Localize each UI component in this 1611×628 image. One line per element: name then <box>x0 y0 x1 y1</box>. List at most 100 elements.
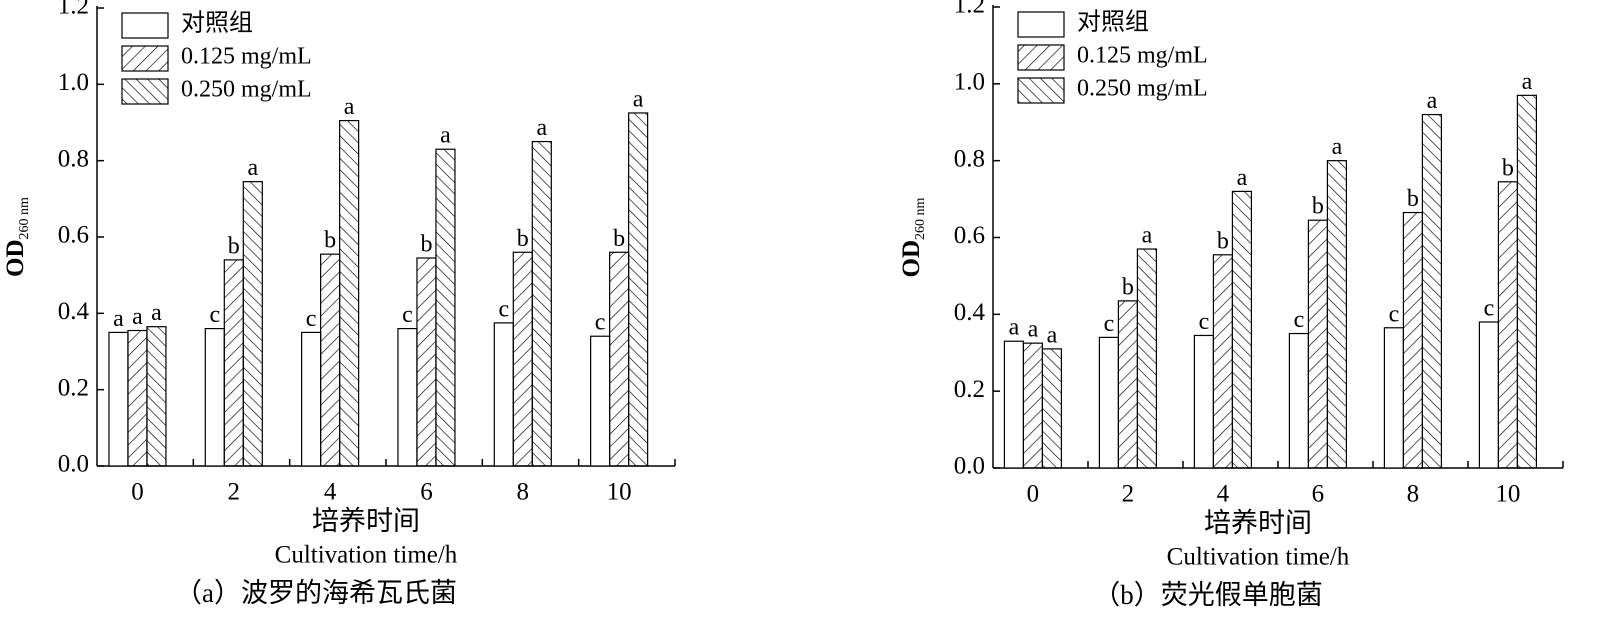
significance-letter: b <box>1122 274 1134 300</box>
significance-letter: c <box>1104 311 1115 337</box>
bar <box>204 328 225 467</box>
y-tick-label: 1.0 <box>954 69 985 96</box>
y-tick-label: 0.4 <box>954 299 986 326</box>
significance-letter: a <box>247 155 258 181</box>
y-axis-label-sub: 260 nm <box>17 197 32 240</box>
significance-letter: a <box>344 94 355 120</box>
significance-letter: a <box>633 86 644 112</box>
significance-letter: a <box>132 304 143 330</box>
bar <box>628 112 649 467</box>
bar <box>590 335 611 467</box>
bar <box>416 257 437 467</box>
bar <box>146 326 167 467</box>
caption: （a）波罗的海希瓦氏菌 <box>175 578 457 608</box>
significance-letter: a <box>1047 322 1058 348</box>
significance-letter: b <box>613 226 625 252</box>
bar <box>320 253 341 467</box>
y-tick-label: 0.2 <box>58 374 89 401</box>
x-tick-label: 10 <box>1495 481 1520 508</box>
bar <box>435 148 456 467</box>
bar <box>1307 219 1329 469</box>
x-tick-label: 4 <box>324 479 337 506</box>
x-tick-label: 6 <box>420 479 433 506</box>
significance-letter: c <box>1484 296 1495 322</box>
bar <box>1478 321 1500 469</box>
significance-letter: c <box>1294 307 1305 333</box>
significance-letter: a <box>1237 165 1248 191</box>
caption: （b）荧光假单胞菌 <box>1093 580 1323 610</box>
significance-letter: a <box>1427 88 1438 114</box>
x-tick-label: 10 <box>607 479 632 506</box>
x-tick-label: 2 <box>1122 481 1135 508</box>
y-tick-label: 0.0 <box>58 451 89 478</box>
significance-letter: c <box>1389 301 1400 327</box>
significance-letter: c <box>498 296 509 322</box>
legend-label: 0.250 mg/mL <box>1077 76 1208 102</box>
bar <box>1041 348 1063 469</box>
bar <box>1003 340 1025 469</box>
legend-label: 0.125 mg/mL <box>181 44 312 70</box>
x-tick-label: 0 <box>1027 481 1040 508</box>
bar <box>1516 94 1538 469</box>
bar <box>127 329 148 467</box>
y-axis-label: OD260 nm <box>2 197 32 277</box>
y-tick-label: 0.0 <box>954 453 985 480</box>
significance-letter: b <box>228 233 240 259</box>
bar <box>531 140 552 467</box>
bar <box>223 259 244 467</box>
bar <box>1212 254 1234 469</box>
bar <box>1402 211 1424 469</box>
y-axis-label-main: OD <box>898 240 925 278</box>
x-axis-label-en: Cultivation time/h <box>1167 544 1350 571</box>
legend-swatch <box>121 45 169 72</box>
legend-swatch <box>121 78 169 105</box>
x-axis-label: 培养时间 <box>1204 508 1312 538</box>
x-tick-label: 2 <box>228 479 241 506</box>
bar <box>108 331 129 467</box>
bar <box>609 251 630 467</box>
significance-letter: c <box>402 302 413 328</box>
bar <box>1022 342 1044 469</box>
bar <box>1421 113 1443 469</box>
significance-letter: a <box>1009 315 1020 341</box>
significance-letter: b <box>1217 228 1229 254</box>
bar <box>301 331 322 467</box>
significance-letter: b <box>420 231 432 257</box>
bar <box>1098 336 1120 469</box>
bar <box>242 181 263 467</box>
bar <box>1136 248 1158 469</box>
y-axis-label-sub: 260 nm <box>913 197 928 240</box>
y-axis-label-main: OD <box>2 239 29 277</box>
x-tick-label: 4 <box>1217 481 1230 508</box>
y-axis-label: OD260 nm <box>898 197 928 277</box>
bar <box>339 119 360 467</box>
x-tick-label: 6 <box>1312 481 1325 508</box>
significance-letter: a <box>1522 69 1533 95</box>
significance-letter: c <box>595 310 606 336</box>
bar <box>512 251 533 467</box>
y-tick-label: 0.2 <box>954 376 985 403</box>
x-axis-label: 培养时间 <box>312 506 420 536</box>
y-tick-label: 0.6 <box>954 222 985 249</box>
x-axis-label-en: Cultivation time/h <box>275 542 458 569</box>
significance-letter: a <box>1028 317 1039 343</box>
significance-letter: a <box>1142 223 1153 249</box>
y-tick-label: 1.2 <box>954 0 985 19</box>
x-tick-label: 8 <box>1407 481 1420 508</box>
y-tick-label: 0.8 <box>58 145 89 172</box>
significance-letter: a <box>440 123 451 149</box>
legend-label: 0.125 mg/mL <box>1077 43 1208 69</box>
significance-letter: a <box>1332 134 1343 160</box>
significance-letter: a <box>113 306 124 332</box>
x-tick-label: 8 <box>517 479 530 506</box>
bar <box>1193 334 1215 469</box>
legend-swatch <box>1017 77 1065 104</box>
bar <box>1497 181 1519 469</box>
y-tick-label: 1.2 <box>58 0 89 20</box>
y-tick-label: 0.8 <box>954 145 985 172</box>
bar <box>1288 332 1310 469</box>
significance-letter: a <box>536 115 547 141</box>
legend-label: 0.250 mg/mL <box>181 77 312 103</box>
bar <box>1117 300 1139 469</box>
